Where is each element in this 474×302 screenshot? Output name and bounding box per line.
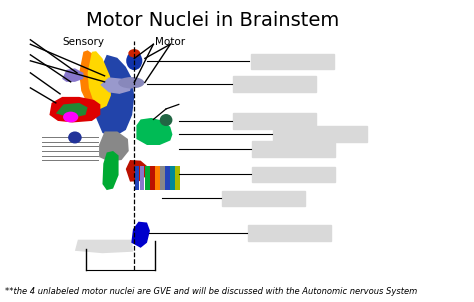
Polygon shape: [135, 166, 139, 190]
Text: Motor Nuclei in Brainstem: Motor Nuclei in Brainstem: [86, 11, 339, 30]
FancyBboxPatch shape: [273, 126, 366, 142]
Polygon shape: [75, 240, 133, 253]
Polygon shape: [126, 160, 147, 182]
Polygon shape: [155, 166, 160, 190]
Polygon shape: [137, 118, 173, 145]
Polygon shape: [102, 151, 118, 190]
Circle shape: [63, 112, 78, 122]
Polygon shape: [56, 103, 88, 118]
Polygon shape: [131, 222, 150, 248]
Ellipse shape: [126, 52, 142, 70]
Polygon shape: [99, 131, 129, 162]
Text: Motor: Motor: [155, 37, 185, 47]
FancyBboxPatch shape: [252, 141, 335, 157]
Polygon shape: [145, 166, 150, 190]
Polygon shape: [160, 166, 165, 190]
Polygon shape: [62, 68, 83, 82]
Polygon shape: [88, 51, 111, 109]
Polygon shape: [100, 77, 132, 94]
Polygon shape: [49, 97, 100, 122]
Circle shape: [128, 49, 140, 57]
Ellipse shape: [118, 77, 145, 88]
Polygon shape: [140, 166, 145, 190]
Text: **the 4 unlabeled motor nuclei are GVE and will be discussed with the Autonomic : **the 4 unlabeled motor nuclei are GVE a…: [5, 287, 417, 296]
Polygon shape: [165, 166, 170, 190]
Ellipse shape: [68, 131, 82, 143]
Polygon shape: [79, 50, 113, 115]
Polygon shape: [170, 166, 175, 190]
Ellipse shape: [160, 114, 173, 126]
Text: Sensory: Sensory: [63, 37, 104, 47]
FancyBboxPatch shape: [222, 191, 305, 206]
Polygon shape: [175, 166, 180, 190]
FancyBboxPatch shape: [248, 225, 330, 241]
Polygon shape: [96, 55, 134, 137]
Polygon shape: [150, 166, 155, 190]
FancyBboxPatch shape: [251, 53, 334, 69]
FancyBboxPatch shape: [233, 113, 316, 129]
FancyBboxPatch shape: [233, 76, 316, 92]
FancyBboxPatch shape: [252, 167, 335, 182]
